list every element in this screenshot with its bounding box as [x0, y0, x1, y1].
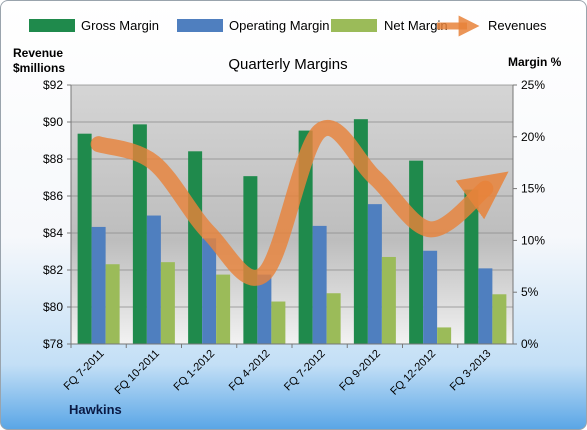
chart-title: Quarterly Margins [228, 56, 347, 73]
legend-item-operating-margin: Operating Margin [177, 18, 329, 33]
legend: Gross Margin Operating Margin Net Margin… [29, 15, 547, 37]
legend-label-revenues: Revenues [488, 18, 547, 33]
bar-gross-margin [188, 151, 203, 344]
left-tick-label: $78 [43, 337, 63, 351]
bar-net-margin [326, 293, 341, 344]
left-tick-label: $82 [43, 263, 63, 277]
bar-net-margin [381, 256, 396, 344]
legend-item-revenues: Revenues [437, 15, 547, 37]
right-tick-label: 10% [521, 233, 545, 247]
right-tick-label: 20% [521, 130, 545, 144]
bar-net-margin [216, 274, 231, 344]
legend-label-gross-margin: Gross Margin [81, 18, 159, 33]
right-tick-label: 0% [521, 337, 539, 351]
category-label: FQ 3-2013 [448, 348, 494, 394]
right-tick-label: 15% [521, 182, 545, 196]
bar-gross-margin [409, 160, 424, 344]
bar-net-margin [105, 264, 120, 344]
category-label: FQ 7-2012 [282, 348, 328, 394]
bar-operating-margin [312, 225, 327, 344]
bar-operating-margin [146, 215, 161, 344]
category-label: FQ 4-2012 [227, 348, 273, 394]
bar-gross-margin [464, 189, 479, 344]
left-axis-title-line2: $millions [13, 61, 65, 75]
legend-item-gross-margin: Gross Margin [29, 18, 159, 33]
bar-gross-margin [132, 124, 147, 344]
left-tick-label: $90 [43, 115, 63, 129]
bar-operating-margin [202, 238, 217, 344]
left-tick-label: $84 [43, 226, 63, 240]
bar-operating-margin [91, 226, 106, 344]
legend-label-operating-margin: Operating Margin [229, 18, 329, 33]
revenue-line [90, 120, 509, 286]
bars [77, 119, 507, 344]
category-label: FQ 7-2011 [62, 348, 107, 393]
category-axis: FQ 7-2011 FQ 10-2011 FQ 1-2012 FQ 4-2012 FQ … [62, 343, 513, 398]
left-tick-label: $86 [43, 189, 63, 203]
legend-swatch-net-margin [331, 19, 377, 32]
bar-net-margin [271, 301, 286, 344]
legend-label-net-margin: Net Margin [384, 18, 448, 33]
left-tick-label: $88 [43, 152, 63, 166]
bar-operating-margin [257, 274, 272, 344]
left-tick-label: $80 [43, 300, 63, 314]
bar-gross-margin [77, 133, 92, 344]
right-axis: 0% 5% 10% 15% 20% 25% [512, 78, 545, 351]
right-tick-label: 5% [521, 285, 539, 299]
company-name: Hawkins [69, 402, 122, 417]
bar-operating-margin [367, 204, 382, 344]
bar-net-margin [160, 262, 175, 344]
bar-net-margin [492, 294, 507, 344]
revenue-line-layer [90, 120, 509, 286]
legend-swatch-operating-margin [177, 19, 223, 32]
category-label: FQ 1-2012 [172, 348, 218, 394]
category-label: FQ 12-2012 [388, 348, 438, 398]
category-label: FQ 10-2011 [113, 348, 162, 397]
left-axis: $78 $80 $82 $84 $86 $88 $90 $92 [43, 78, 72, 351]
bar-net-margin [437, 327, 452, 344]
right-tick-label: 25% [521, 78, 545, 92]
left-axis-title-line1: Revenue [13, 46, 63, 60]
left-tick-label: $92 [43, 78, 63, 92]
bar-gross-margin [243, 176, 258, 344]
bar-operating-margin [478, 268, 493, 344]
legend-swatch-gross-margin [29, 19, 75, 32]
category-label: FQ 9-2012 [337, 348, 383, 394]
right-axis-title: Margin % [508, 55, 562, 69]
bar-operating-margin [423, 250, 438, 344]
legend-item-net-margin: Net Margin [331, 18, 448, 33]
